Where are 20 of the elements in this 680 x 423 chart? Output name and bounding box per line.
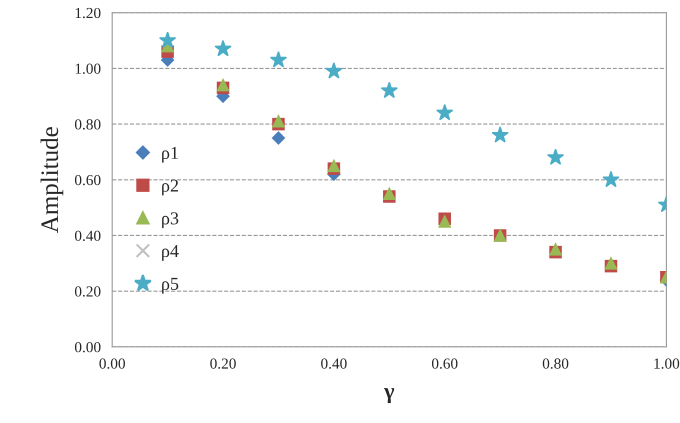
y-tick-label: 0.20 [74,286,101,297]
x-tick-label: 0.80 [542,358,568,369]
x-tick-label: 1.00 [654,358,680,369]
x-tick-label: 0.40 [321,358,347,369]
y-axis-title: Amplitude [40,127,64,233]
legend-label: ρ3 [162,212,178,228]
legend-label: ρ5 [162,278,178,294]
y-tick-label: 0.60 [74,174,101,186]
x-tick-label: 0.20 [210,358,236,369]
y-tick-label: 0.40 [74,230,101,241]
x-tick-label: 0.60 [432,358,458,369]
x-tick-label: 0.00 [99,358,125,369]
legend-label: ρ2 [162,180,178,196]
legend-label: ρ1 [162,146,178,163]
y-tick-label: 0.80 [74,119,101,130]
x-axis-title: γ [384,388,394,404]
y-tick-label: 0.00 [74,342,101,352]
legend-label: ρ4 [162,245,179,261]
y-tick-label: 1.20 [76,8,101,18]
y-tick-label: 1.00 [76,64,101,74]
